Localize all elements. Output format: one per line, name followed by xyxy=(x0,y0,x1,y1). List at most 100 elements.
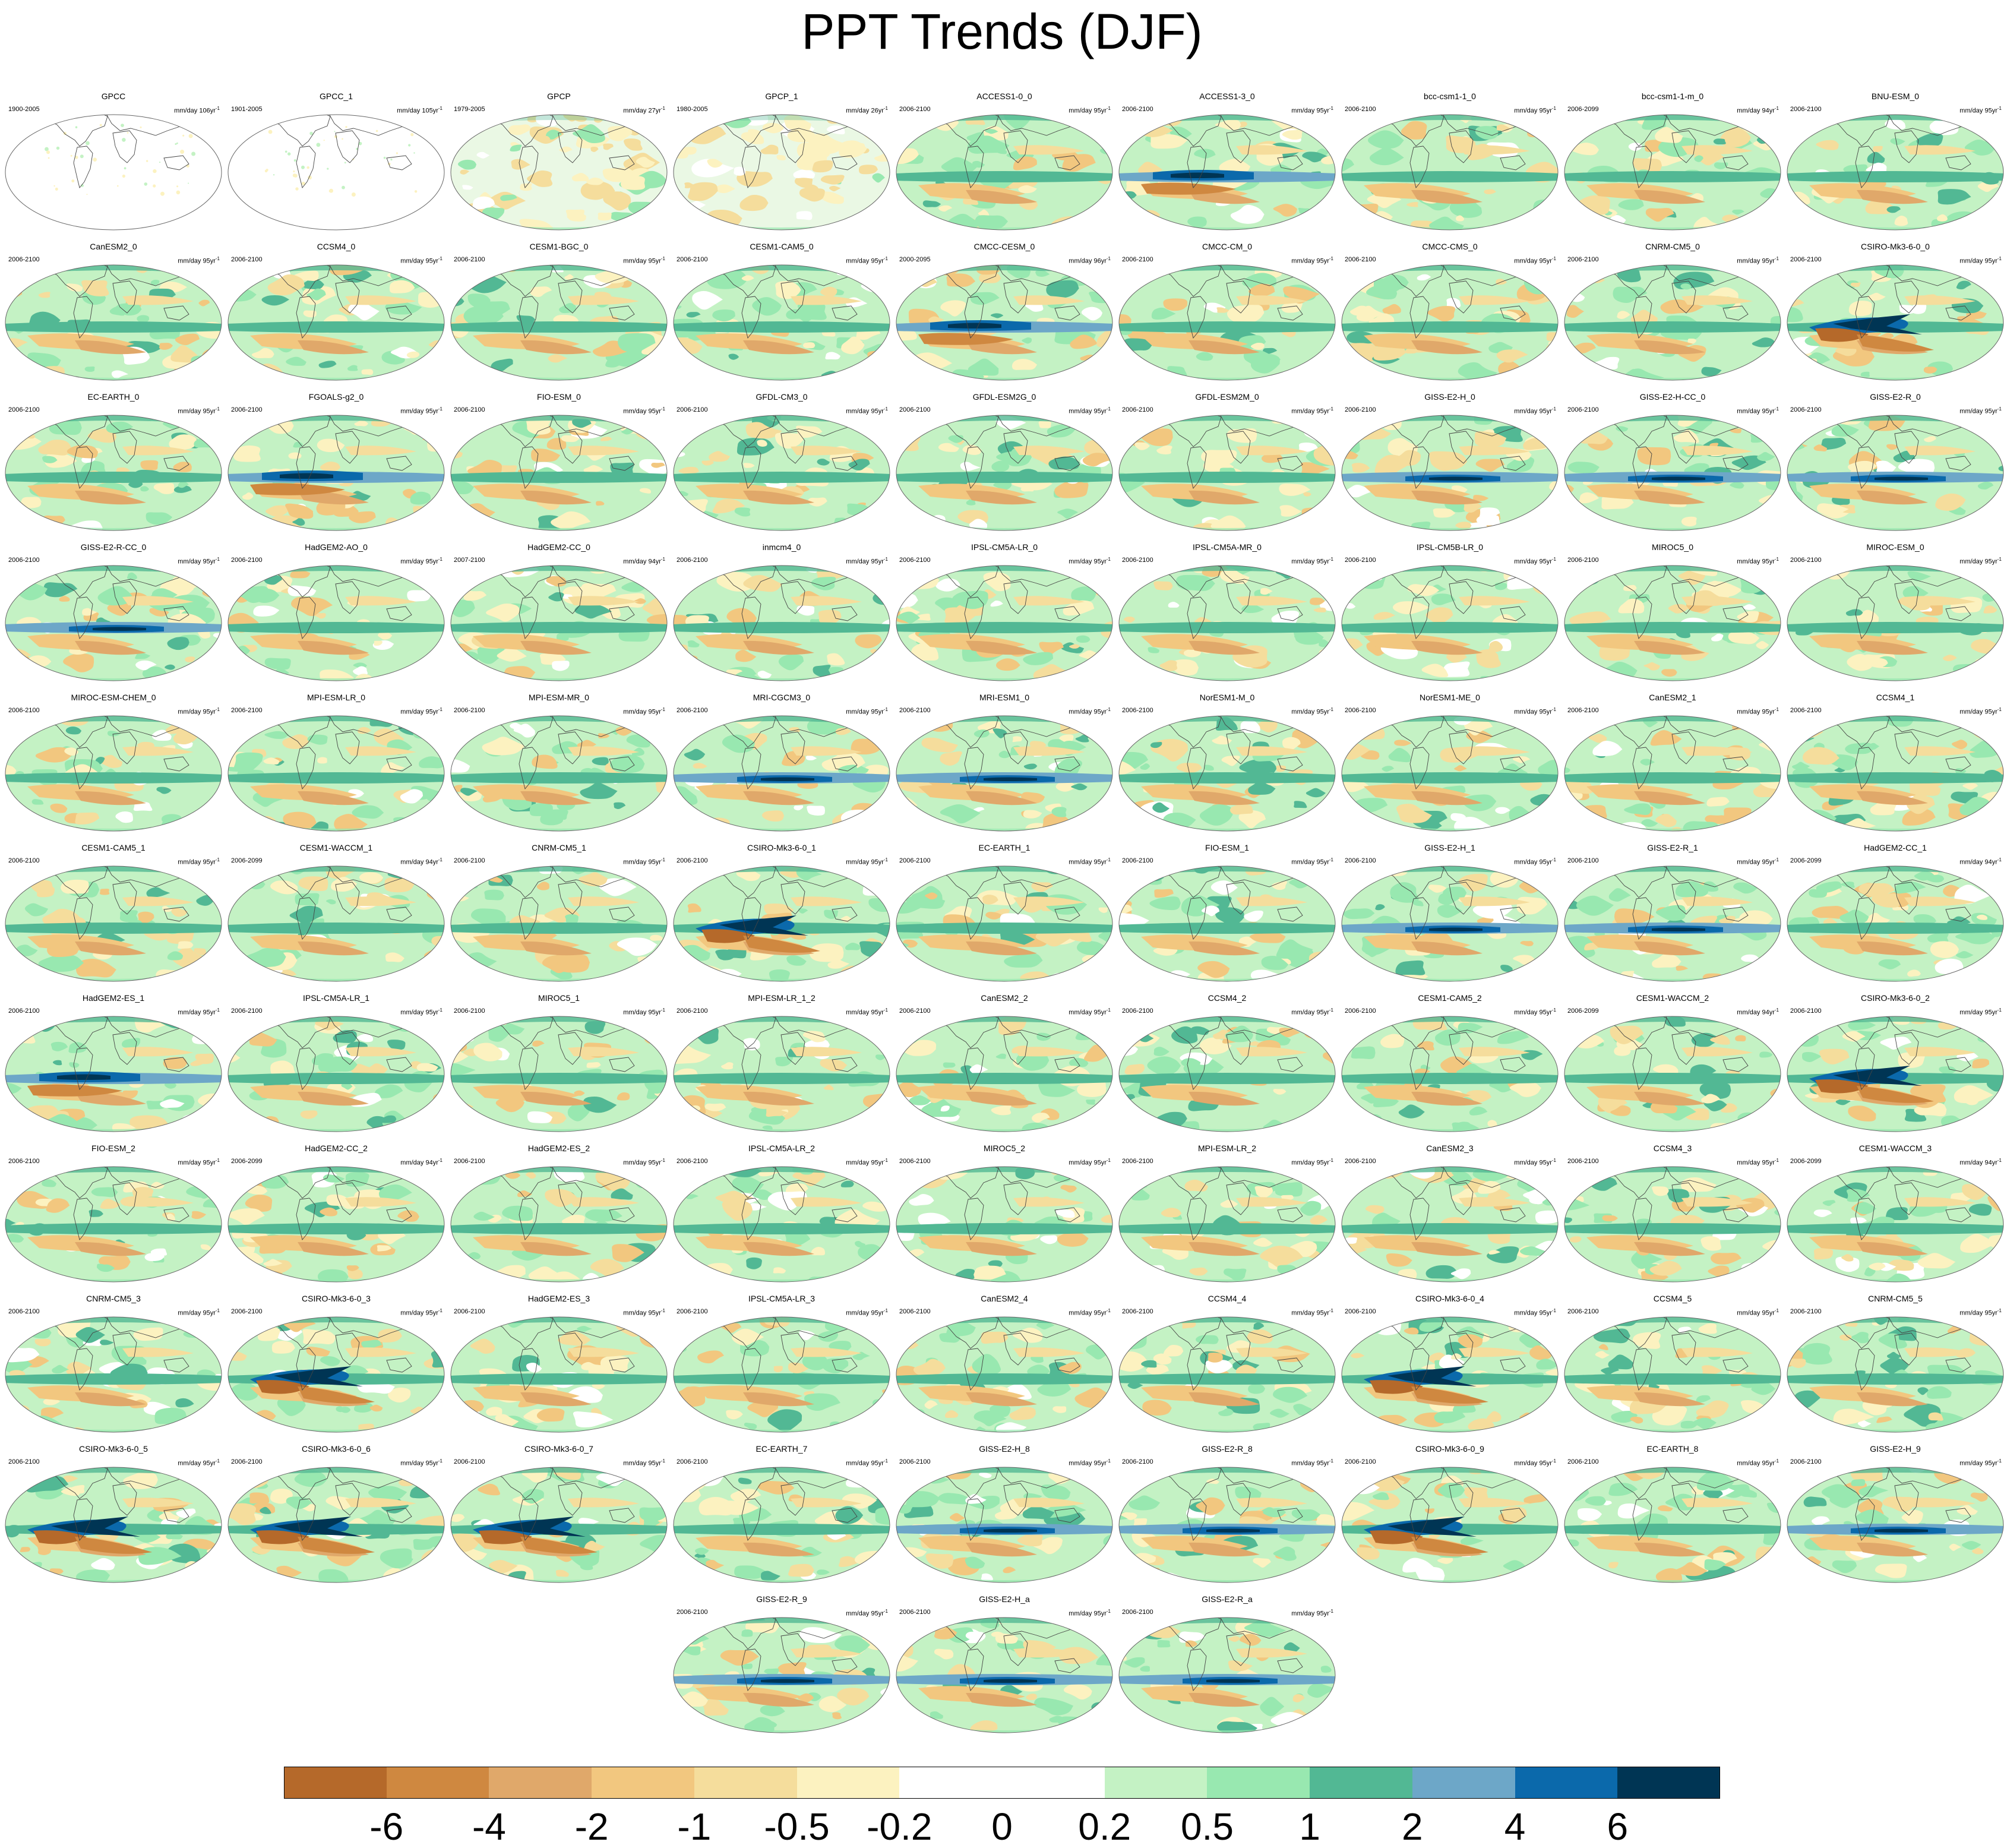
map-panel: GISS-E2-H_1 2006-2100 mm/day 95yr-1 xyxy=(1340,841,1560,991)
panel-units: mm/day 95yr-1 xyxy=(846,1007,888,1016)
precip-trend-map xyxy=(1118,114,1336,230)
panel-period: 2006-2100 xyxy=(677,1308,708,1315)
panel-title: CSIRO-Mk3-6-0_1 xyxy=(747,843,816,852)
precip-trend-map xyxy=(1787,1316,2004,1433)
precip-trend-map xyxy=(450,1316,668,1433)
panel-period: 2006-2100 xyxy=(1790,256,1822,263)
precip-trend-map xyxy=(1118,1166,1336,1282)
colorbar-tick-label: -0.5 xyxy=(764,1805,830,1848)
panel-units: mm/day 95yr-1 xyxy=(1291,1609,1333,1618)
precip-trend-map xyxy=(5,1316,222,1433)
map-panel: NorESM1-M_0 2006-2100 mm/day 95yr-1 xyxy=(1117,690,1337,841)
panel-units: mm/day 95yr-1 xyxy=(178,406,220,415)
map-panel: MPI-ESM-LR_0 2006-2100 mm/day 95yr-1 xyxy=(226,690,446,841)
panel-title: CSIRO-Mk3-6-0_5 xyxy=(79,1444,148,1454)
precip-trend-map xyxy=(896,114,1113,230)
precip-trend-map xyxy=(896,1166,1113,1282)
precip-trend-map xyxy=(1118,264,1336,381)
panel-units: mm/day 105yr-1 xyxy=(397,106,442,115)
precip-trend-map xyxy=(5,865,222,982)
precip-trend-map xyxy=(227,264,445,381)
precip-trend-map xyxy=(1118,415,1336,531)
map-panel: GISS-E2-R-CC_0 2006-2100 mm/day 95yr-1 xyxy=(4,540,223,691)
panel-title: CSIRO-Mk3-6-0_7 xyxy=(524,1444,593,1454)
colorbar-tick-label: -4 xyxy=(472,1805,506,1848)
panel-units: mm/day 95yr-1 xyxy=(1291,557,1333,566)
precip-trend-map xyxy=(1118,1316,1336,1433)
map-panel: CSIRO-Mk3-6-0_9 2006-2100 mm/day 95yr-1 xyxy=(1340,1442,1560,1593)
map-panel: IPSL-CM5A-LR_2 2006-2100 mm/day 95yr-1 xyxy=(672,1141,892,1292)
panel-title: GISS-E2-H_9 xyxy=(1870,1444,1921,1454)
panel-units: mm/day 95yr-1 xyxy=(1959,1458,2002,1467)
panel-period: 2006-2099 xyxy=(1567,106,1599,113)
panel-units: mm/day 95yr-1 xyxy=(623,857,665,866)
panel-period: 2006-2100 xyxy=(454,1308,485,1315)
precip-trend-map xyxy=(227,715,445,832)
panel-title: NorESM1-ME_0 xyxy=(1420,693,1480,702)
map-panel: CSIRO-Mk3-6-0_4 2006-2100 mm/day 95yr-1 xyxy=(1340,1291,1560,1442)
panel-title: FIO-ESM_0 xyxy=(537,392,581,402)
panel-title: FIO-ESM_2 xyxy=(91,1143,135,1153)
panel-period: 1900-2005 xyxy=(8,106,40,113)
precip-trend-map xyxy=(450,565,668,681)
panel-period: 2006-2100 xyxy=(677,1158,708,1165)
panel-units: mm/day 95yr-1 xyxy=(178,1308,220,1317)
panel-period: 2006-2100 xyxy=(1790,106,1822,113)
panel-title: MIROC5_0 xyxy=(1651,542,1694,552)
map-panel: GPCC_1 1901-2005 mm/day 105yr-1 xyxy=(226,89,446,240)
panel-title: FGOALS-g2_0 xyxy=(308,392,364,402)
panel-title: IPSL-CM5B-LR_0 xyxy=(1416,542,1484,552)
colorbar-swatch xyxy=(284,1767,387,1799)
map-panel: GFDL-CM3_0 2006-2100 mm/day 95yr-1 xyxy=(672,390,892,541)
precip-trend-map xyxy=(1564,1016,1781,1132)
panel-title: MIROC5_2 xyxy=(983,1143,1026,1153)
panel-units: mm/day 95yr-1 xyxy=(846,256,888,265)
panel-period: 2006-2100 xyxy=(1790,707,1822,714)
panel-title: BNU-ESM_0 xyxy=(1871,91,1920,101)
map-panel: GISS-E2-H_0 2006-2100 mm/day 95yr-1 xyxy=(1340,390,1560,541)
panel-title: EC-EARTH_1 xyxy=(978,843,1031,852)
panel-units: mm/day 27yr-1 xyxy=(623,106,665,115)
panel-period: 2006-2100 xyxy=(1345,256,1376,263)
map-panel: FIO-ESM_2 2006-2100 mm/day 95yr-1 xyxy=(4,1141,223,1292)
panel-period: 2006-2100 xyxy=(8,1308,40,1315)
panel-title: MPI-ESM-LR_2 xyxy=(1197,1143,1257,1153)
panel-period: 2006-2100 xyxy=(1122,106,1153,113)
panel-title: CCSM4_0 xyxy=(317,242,356,251)
panel-title: NorESM1-M_0 xyxy=(1199,693,1255,702)
map-panel: NorESM1-ME_0 2006-2100 mm/day 95yr-1 xyxy=(1340,690,1560,841)
map-panel: CESM1-WACCM_2 2006-2099 mm/day 94yr-1 xyxy=(1563,991,1782,1142)
panel-title: IPSL-CM5A-LR_1 xyxy=(302,993,370,1003)
panel-title: GISS-E2-R_8 xyxy=(1202,1444,1253,1454)
precip-trend-map xyxy=(1787,1016,2004,1132)
map-panel: MIROC5_0 2006-2100 mm/day 95yr-1 xyxy=(1563,540,1782,691)
map-panel: GFDL-ESM2G_0 2006-2100 mm/day 95yr-1 xyxy=(894,390,1114,541)
panel-period: 2006-2100 xyxy=(1122,256,1153,263)
map-panel: FIO-ESM_0 2006-2100 mm/day 95yr-1 xyxy=(449,390,669,541)
map-panel: IPSL-CM5B-LR_0 2006-2100 mm/day 95yr-1 xyxy=(1340,540,1560,691)
precip-trend-map xyxy=(896,1316,1113,1433)
panel-period: 2006-2100 xyxy=(1345,857,1376,864)
panel-period: 2007-2100 xyxy=(454,557,485,564)
precip-trend-map xyxy=(1118,565,1336,681)
panel-title: CanESM2_4 xyxy=(981,1294,1028,1303)
panel-title: GISS-E2-H_0 xyxy=(1424,392,1475,402)
panel-units: mm/day 95yr-1 xyxy=(846,406,888,415)
panel-period: 2006-2099 xyxy=(1567,1007,1599,1015)
panel-units: mm/day 95yr-1 xyxy=(1291,707,1333,716)
map-panel: CMCC-CMS_0 2006-2100 mm/day 95yr-1 xyxy=(1340,239,1560,390)
precip-trend-map xyxy=(1341,264,1559,381)
panel-title: CESM1-WACCM_2 xyxy=(1636,993,1709,1003)
panel-period: 2006-2100 xyxy=(677,256,708,263)
precip-trend-map xyxy=(1341,565,1559,681)
panel-period: 2006-2100 xyxy=(899,1158,931,1165)
colorbar-tick-label: 0.5 xyxy=(1180,1805,1234,1848)
panel-title: HadGEM2-AO_0 xyxy=(305,542,368,552)
panel-units: mm/day 95yr-1 xyxy=(1514,707,1556,716)
map-panel: MIROC5_2 2006-2100 mm/day 95yr-1 xyxy=(894,1141,1114,1292)
panel-period: 2006-2100 xyxy=(231,406,263,413)
panel-title: CSIRO-Mk3-6-0_0 xyxy=(1861,242,1930,251)
panel-units: mm/day 95yr-1 xyxy=(623,1308,665,1317)
panel-title: MPI-ESM-LR_0 xyxy=(306,693,366,702)
panel-units: mm/day 95yr-1 xyxy=(846,707,888,716)
